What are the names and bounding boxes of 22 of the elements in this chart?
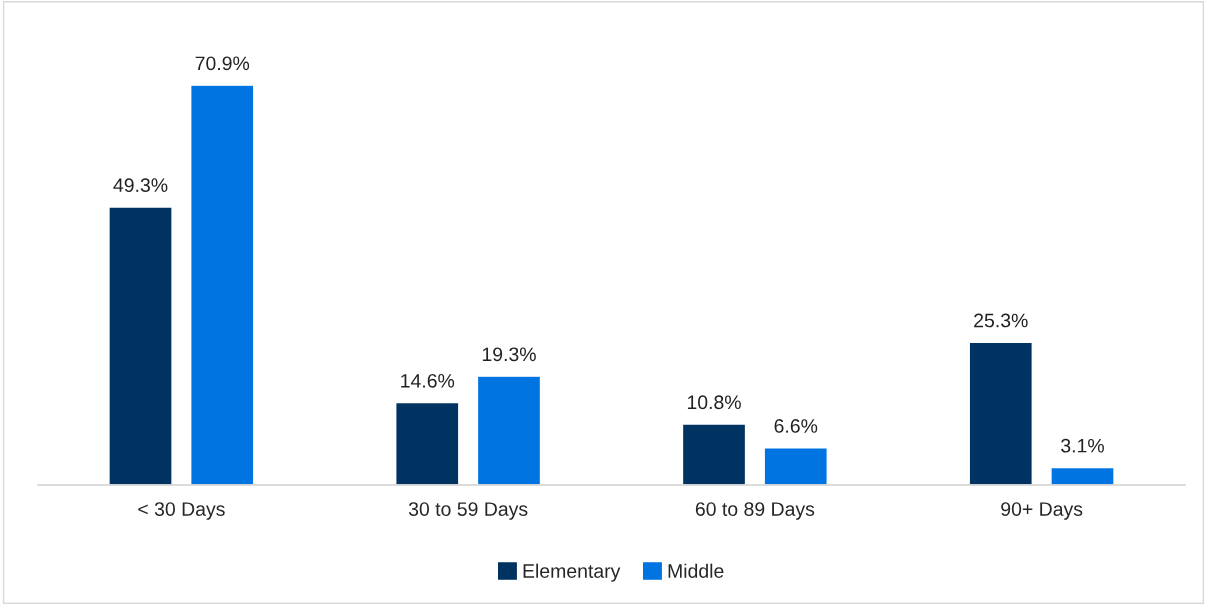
data-label: 10.8%: [687, 395, 741, 410]
bar: [1050, 466, 1115, 485]
bar: [189, 84, 255, 485]
bar: [681, 423, 747, 485]
data-label: 25.3%: [974, 313, 1028, 328]
x-tick-label: 90+ Days: [1001, 502, 1083, 520]
data-label: 3.1%: [1061, 438, 1104, 453]
data-label: 14.6%: [401, 373, 455, 388]
data-label: 6.6%: [774, 419, 818, 433]
data-label: 70.9%: [195, 56, 250, 71]
bar: [108, 206, 173, 485]
legend-label: Middle: [668, 563, 724, 578]
x-tick-label: 60 to 89 Days: [695, 502, 815, 520]
x-tick-label: < 30 Days: [138, 502, 225, 520]
bar: [476, 375, 542, 485]
x-tick-label: 30 to 59 Days: [408, 502, 528, 520]
data-label: 19.3%: [482, 347, 536, 362]
data-label: 49.3%: [113, 178, 168, 193]
bar: [395, 401, 460, 485]
bar: [968, 341, 1034, 485]
bar: [763, 447, 828, 485]
legend-label: Elementary: [523, 563, 621, 582]
